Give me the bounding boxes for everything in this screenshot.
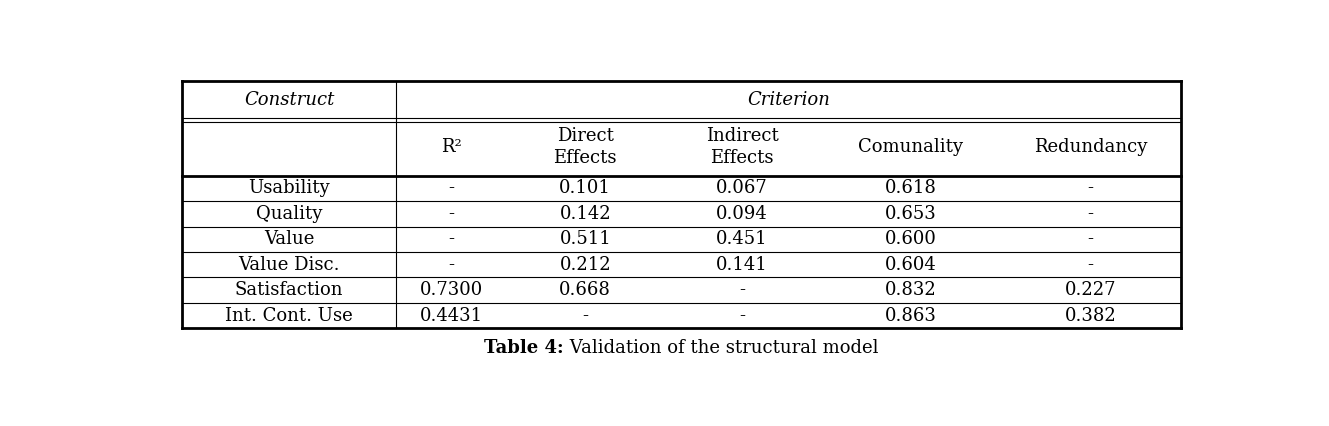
Text: -: - [449,205,455,223]
Text: -: - [449,179,455,198]
Text: -: - [1087,205,1094,223]
Text: Usability: Usability [249,179,330,198]
Text: -: - [739,307,746,325]
Text: -: - [449,256,455,274]
Text: 0.511: 0.511 [560,230,611,248]
Text: Int. Cont. Use: Int. Cont. Use [225,307,354,325]
Text: Comunality: Comunality [859,138,964,156]
Text: 0.101: 0.101 [560,179,611,198]
Text: 0.451: 0.451 [716,230,768,248]
Text: Value Disc.: Value Disc. [238,256,340,274]
Text: Redundancy: Redundancy [1034,138,1147,156]
Text: Direct
Effects: Direct Effects [553,127,617,167]
Text: 0.4431: 0.4431 [420,307,484,325]
Text: 0.653: 0.653 [885,205,937,223]
Text: 0.7300: 0.7300 [420,281,484,299]
Text: Table 4:: Table 4: [484,339,563,357]
Text: 0.668: 0.668 [560,281,611,299]
Text: 0.382: 0.382 [1065,307,1116,325]
Text: -: - [1087,179,1094,198]
Text: -: - [449,230,455,248]
Text: 0.600: 0.600 [885,230,937,248]
Text: R²: R² [441,138,462,156]
Text: -: - [1087,256,1094,274]
Text: 0.618: 0.618 [885,179,937,198]
Text: Criterion: Criterion [747,90,831,109]
Text: Construct: Construct [243,90,334,109]
Text: 0.832: 0.832 [885,281,937,299]
Text: -: - [582,307,589,325]
Text: 0.094: 0.094 [716,205,768,223]
Text: Value: Value [264,230,314,248]
Text: Satisfaction: Satisfaction [235,281,343,299]
Text: 0.212: 0.212 [560,256,611,274]
Text: Quality: Quality [256,205,322,223]
Text: -: - [739,281,746,299]
Text: 0.142: 0.142 [560,205,611,223]
Text: Indirect
Effects: Indirect Effects [706,127,779,167]
Text: -: - [1087,230,1094,248]
Text: 0.604: 0.604 [885,256,937,274]
Text: Validation of the structural model: Validation of the structural model [563,339,878,357]
Text: 0.141: 0.141 [716,256,768,274]
Text: 0.863: 0.863 [885,307,937,325]
Text: 0.067: 0.067 [716,179,768,198]
Text: 0.227: 0.227 [1065,281,1116,299]
